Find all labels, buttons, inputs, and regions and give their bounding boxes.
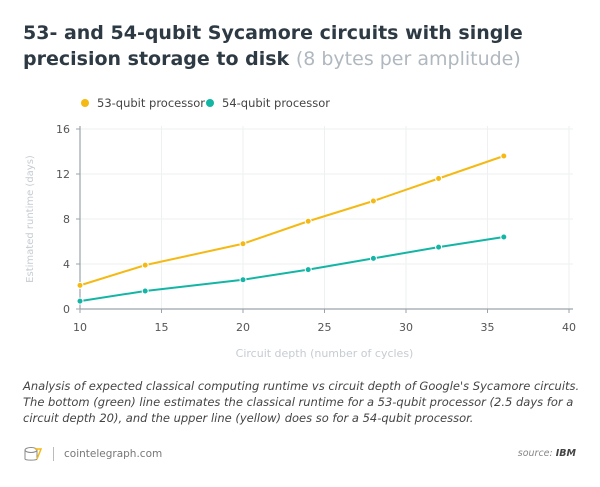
footer: cointelegraph.com [23, 445, 162, 463]
data-point [76, 297, 84, 305]
data-point [239, 240, 247, 248]
x-tick-label: 25 [318, 321, 332, 334]
data-point [500, 233, 508, 241]
source-name: IBM [555, 448, 576, 459]
source: source: IBM [518, 448, 576, 459]
x-tick-label: 35 [481, 321, 495, 334]
site-link[interactable]: cointelegraph.com [64, 448, 163, 460]
y-axis-label: Estimated runtime (days) [25, 155, 36, 283]
data-point [304, 217, 312, 225]
x-tick-label: 30 [399, 321, 413, 334]
data-point [239, 276, 247, 284]
data-point [435, 243, 443, 251]
y-tick-label: 0 [63, 303, 70, 316]
y-tick-label: 16 [56, 123, 70, 136]
data-point [369, 254, 377, 262]
data-point [141, 287, 149, 295]
data-point [141, 261, 149, 269]
data-point [500, 152, 508, 160]
chart-title: 53- and 54-qubit Sycamore circuits with … [23, 20, 583, 72]
data-point [76, 281, 84, 289]
x-axis-label: Circuit depth (number of cycles) [236, 347, 414, 360]
caption: Analysis of expected classical computing… [23, 379, 580, 425]
y-tick-label: 12 [56, 168, 70, 181]
source-label: source: [517, 448, 553, 459]
legend-label: 53-qubit processor [97, 96, 205, 110]
legend-marker [206, 99, 214, 107]
x-tick-label: 20 [236, 321, 250, 334]
title-main: 53- and 54-qubit Sycamore circuits with … [23, 22, 523, 70]
divider [53, 447, 54, 461]
data-point [369, 197, 377, 205]
legend-marker [81, 99, 89, 107]
x-tick-label: 15 [155, 321, 169, 334]
data-point [304, 266, 312, 274]
title-subtitle: (8 bytes per amplitude) [295, 48, 521, 70]
cointelegraph-logo-icon [24, 447, 43, 461]
y-tick-label: 4 [63, 258, 70, 271]
data-point [435, 175, 443, 182]
line-chart: 0 4 8 12 16 10 15 20 25 30 35 40 Circuit depth (numb… [25, 96, 576, 360]
x-tick-label: 40 [562, 321, 576, 334]
legend-label: 54-qubit processor [222, 96, 330, 110]
x-tick-label: 10 [73, 321, 87, 334]
y-tick-label: 8 [63, 213, 70, 226]
